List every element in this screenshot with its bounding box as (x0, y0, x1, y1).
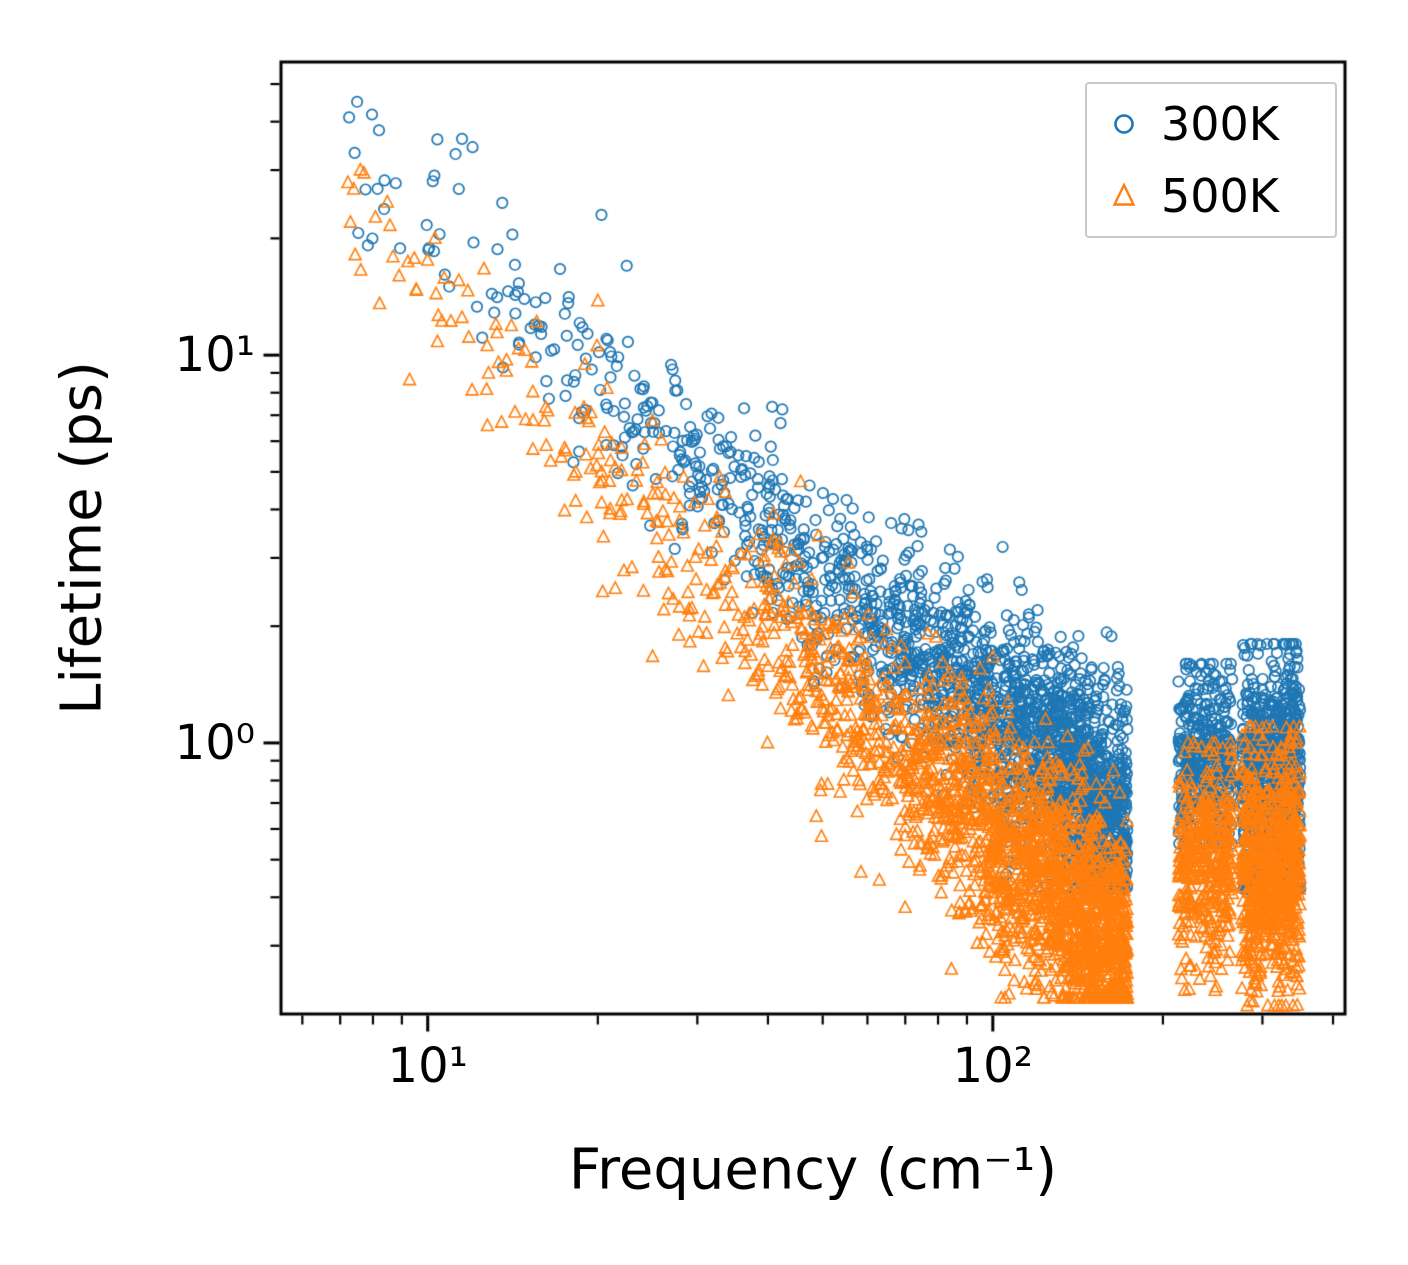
circle-marker-icon (1087, 106, 1161, 142)
y-tick-label: 10⁰ (174, 714, 255, 771)
triangle-marker-icon (1087, 178, 1161, 214)
legend-item-500k: 500K (1087, 164, 1335, 228)
legend-label-300k: 300K (1161, 97, 1279, 151)
legend-item-300k: 300K (1087, 92, 1335, 156)
legend: 300K 500K (1085, 82, 1337, 238)
legend-label-500k: 500K (1161, 169, 1279, 223)
x-tick-label: 10¹ (387, 1038, 468, 1094)
x-axis-title: Frequency (cm⁻¹) (568, 1137, 1058, 1203)
y-axis-title: Lifetime (ps) (49, 361, 115, 715)
x-tick-label: 10² (952, 1038, 1033, 1094)
y-tick-label: 10¹ (174, 327, 255, 384)
